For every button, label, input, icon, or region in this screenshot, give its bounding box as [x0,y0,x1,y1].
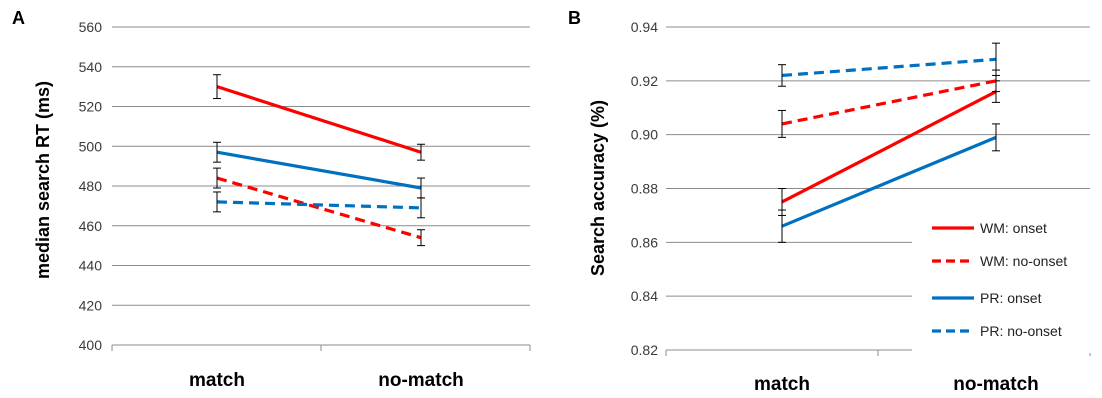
legend-label: PR: no-onset [980,323,1062,339]
panel-b-error-bar-pr-onset [778,209,786,243]
panel-a-series-line-wm-no-onset [216,176,422,240]
panel-b: B Search accuracy (%) 0.82 0.84 0.86 0.88 0.… [568,8,1098,395]
panel-b-y-tick-label: 0.90 [631,127,658,143]
panel-a-series-line-pr-onset [216,150,422,190]
panel-b-legend: WM: onset WM: no-onset PR: onset PR: no-ons… [912,205,1098,353]
legend-background [912,205,1098,353]
panel-a-error-bar-wm-no-onset [213,167,221,189]
panel-a-x-tick-label: no-match [378,370,464,391]
panel-a-error-bar-wm-onset [417,143,425,161]
legend-label: PR: onset [980,290,1042,306]
panel-b-series-line-pr-no-onset [781,57,997,78]
panel-a-y-axis-label: median search RT (ms) [33,81,53,279]
panel-b-letter: B [568,8,581,28]
panel-a-series-line-pr-no-onset [216,200,422,210]
panel-a-series-line-wm-onset [216,85,422,154]
panel-b-y-tick-label: 0.92 [631,73,658,89]
panel-a-error-bar-pr-no-onset [417,197,425,219]
panel-b-series-line-wm-no-onset [781,79,997,126]
panel-a-letter: A [12,8,25,28]
panel-a-y-tick-label: 480 [79,178,103,194]
panel-b-error-bar-pr-no-onset [778,64,786,87]
panel-a-error-bar-wm-no-onset [417,229,425,247]
panel-a-error-bar-pr-onset [213,141,221,163]
panel-a: A median search RT (ms) 400 420 440 460 480 5… [12,8,531,391]
panel-a-y-tick-label: 400 [79,337,103,353]
panel-b-error-bar-wm-no-onset [778,109,786,138]
panel-a-y-tick-label: 440 [79,258,103,274]
panel-b-series-line-wm-onset [781,90,997,204]
panel-b-y-tick-label: 0.82 [631,342,658,358]
panel-b-y-tick-label: 0.94 [631,19,658,35]
panel-b-y-axis-label: Search accuracy (%) [588,100,608,276]
panel-b-error-bar-pr-onset [992,123,1000,152]
panel-a-y-tick-label: 420 [79,297,103,313]
panel-a-y-tick-label: 460 [79,218,103,234]
legend-label: WM: no-onset [980,253,1067,269]
panel-a-y-tick-label: 520 [79,99,103,115]
panel-a-y-tick-label: 560 [79,19,103,35]
legend-label: WM: onset [980,220,1047,236]
panel-a-y-tick-label: 540 [79,59,103,75]
panel-b-y-tick-label: 0.86 [631,234,658,250]
panel-b-x-tick-label: match [754,374,810,395]
panel-b-x-tick-label: no-match [953,374,1039,395]
panel-a-error-bar-wm-onset [213,74,221,100]
panel-a-x-tick-label: match [189,370,245,391]
panel-b-error-bar-pr-no-onset [992,42,1000,76]
panel-b-series-line-pr-onset [781,135,997,228]
panel-b-y-tick-label: 0.84 [631,288,658,304]
panel-a-error-bar-pr-no-onset [213,191,221,213]
panel-b-y-tick-label: 0.88 [631,181,658,197]
panel-a-y-tick-label: 500 [79,138,103,154]
